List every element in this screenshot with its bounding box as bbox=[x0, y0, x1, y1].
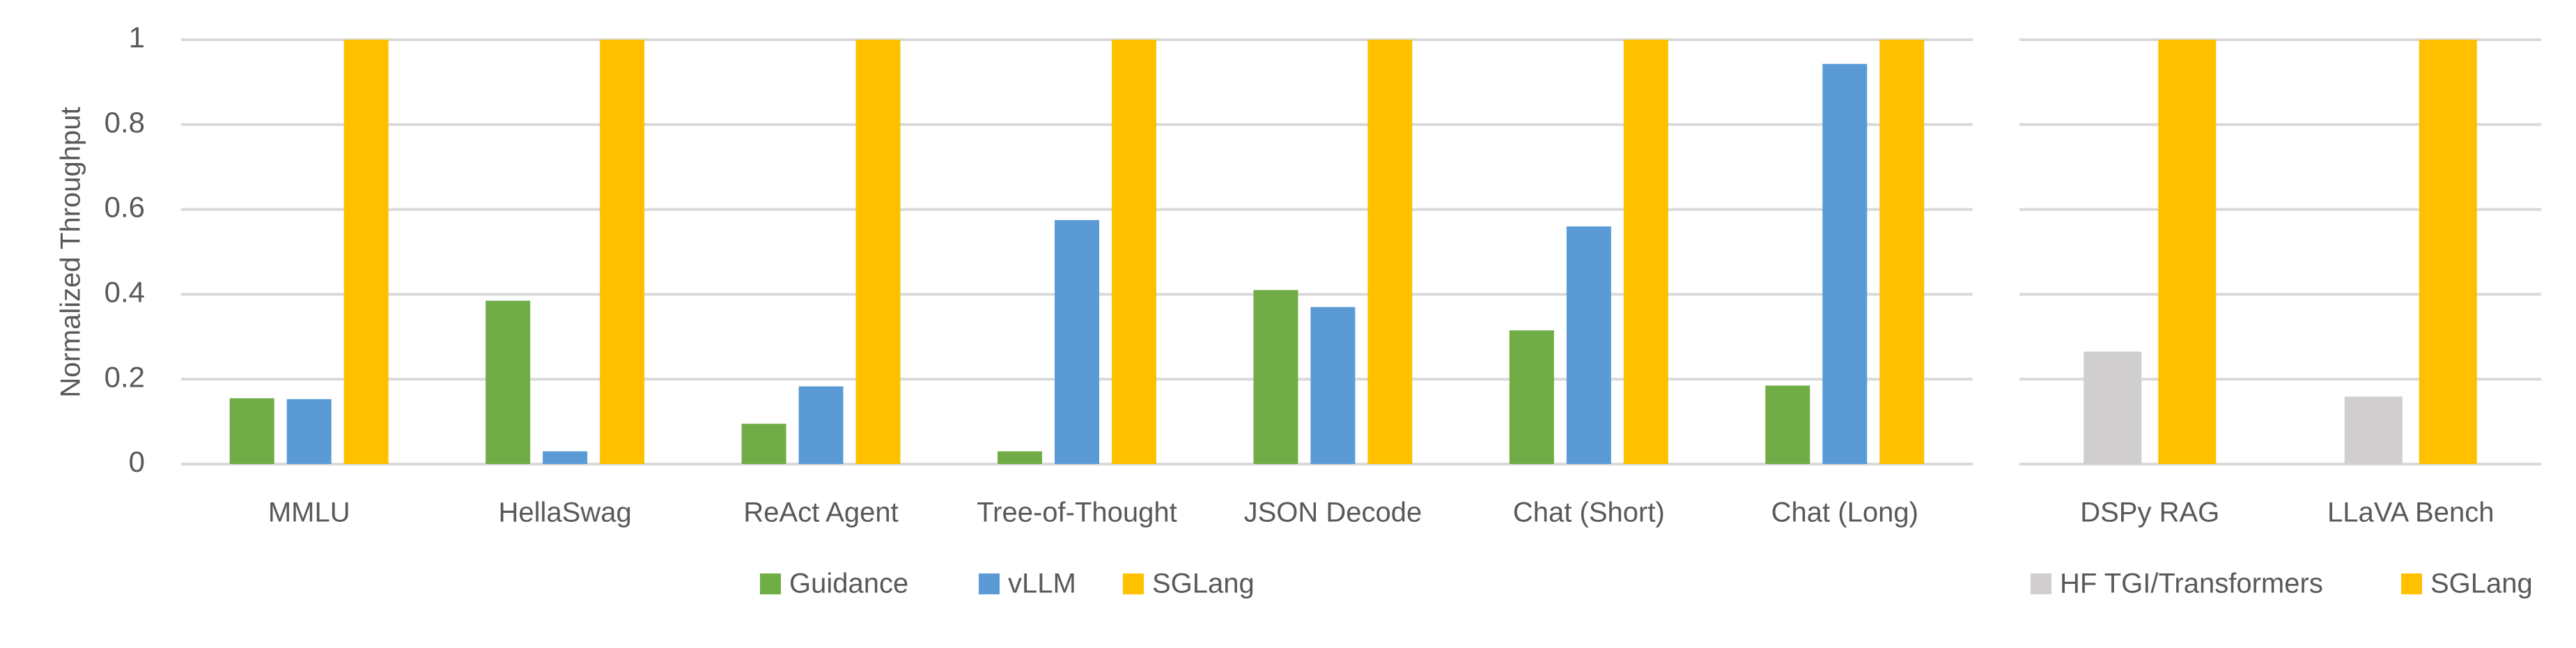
bars bbox=[229, 40, 2477, 464]
y-axis-ticks: 0 0.2 0.4 0.6 0.8 1 bbox=[104, 21, 145, 478]
bar-sglang bbox=[600, 40, 645, 464]
bar-hf-tgi-transformers bbox=[2344, 396, 2403, 464]
bar-guidance bbox=[1253, 290, 1298, 464]
category-label: MMLU bbox=[268, 497, 350, 528]
bar-sglang bbox=[855, 40, 901, 464]
y-axis-title: Normalized Throughput bbox=[56, 107, 86, 397]
y-tick-label: 0 bbox=[129, 445, 145, 478]
bar-vllm bbox=[1055, 219, 1099, 464]
y-tick-label: 0.6 bbox=[104, 191, 145, 224]
category-label: DSPy RAG bbox=[2080, 497, 2219, 528]
bar-vllm bbox=[1310, 307, 1356, 464]
bar-guidance bbox=[998, 451, 1042, 464]
legend-label: Guidance bbox=[789, 569, 908, 599]
legend-swatch bbox=[2401, 573, 2422, 594]
legend-swatch bbox=[1123, 573, 1144, 594]
bar-hf-tgi-transformers bbox=[2084, 351, 2142, 464]
legend-label: HF TGI/Transformers bbox=[2060, 569, 2323, 599]
legend-label: vLLM bbox=[1008, 569, 1076, 599]
category-label: HellaSwag bbox=[499, 497, 632, 528]
category-label: LLaVA Bench bbox=[2327, 497, 2494, 528]
bar-vllm bbox=[1822, 63, 1868, 464]
category-label: JSON Decode bbox=[1244, 497, 1422, 528]
legend-swatch bbox=[2031, 573, 2051, 594]
bar-sglang bbox=[1879, 40, 1925, 464]
bar-guidance bbox=[1765, 385, 1810, 464]
bar-vllm bbox=[1566, 226, 1611, 464]
bar-guidance bbox=[229, 398, 274, 464]
bar-vllm bbox=[543, 451, 588, 464]
y-tick-label: 0.8 bbox=[104, 106, 145, 139]
bar-sglang bbox=[1623, 40, 1668, 464]
bar-sglang bbox=[343, 40, 389, 464]
bar-guidance bbox=[741, 424, 786, 464]
category-label: Chat (Long) bbox=[1771, 497, 1918, 528]
bar-vllm bbox=[286, 399, 332, 464]
y-tick-label: 0.4 bbox=[104, 275, 145, 308]
bar-sglang bbox=[1112, 40, 1156, 464]
category-label: Chat (Short) bbox=[1513, 497, 1665, 528]
legend-swatch bbox=[979, 573, 1000, 594]
legend: Guidance vLLM SGLang HF TGI/Transformers SGL… bbox=[760, 569, 2533, 599]
bar-vllm bbox=[798, 386, 844, 464]
category-label: Tree-of-Thought bbox=[977, 497, 1177, 528]
legend-label: SGLang bbox=[2430, 569, 2533, 599]
category-label: ReAct Agent bbox=[743, 497, 898, 528]
y-tick-label: 1 bbox=[129, 21, 145, 54]
bar-sglang bbox=[2419, 40, 2477, 464]
legend-label: SGLang bbox=[1152, 569, 1255, 599]
category-labels: MMLU HellaSwag ReAct Agent Tree-of-Thought J… bbox=[268, 497, 2494, 528]
legend-swatch bbox=[760, 573, 781, 594]
bar-guidance bbox=[1509, 330, 1554, 464]
gridlines bbox=[181, 38, 2541, 465]
bar-sglang bbox=[1367, 40, 1413, 464]
bar-sglang bbox=[2158, 40, 2217, 464]
bar-guidance bbox=[486, 300, 531, 464]
y-tick-label: 0.2 bbox=[104, 360, 145, 393]
